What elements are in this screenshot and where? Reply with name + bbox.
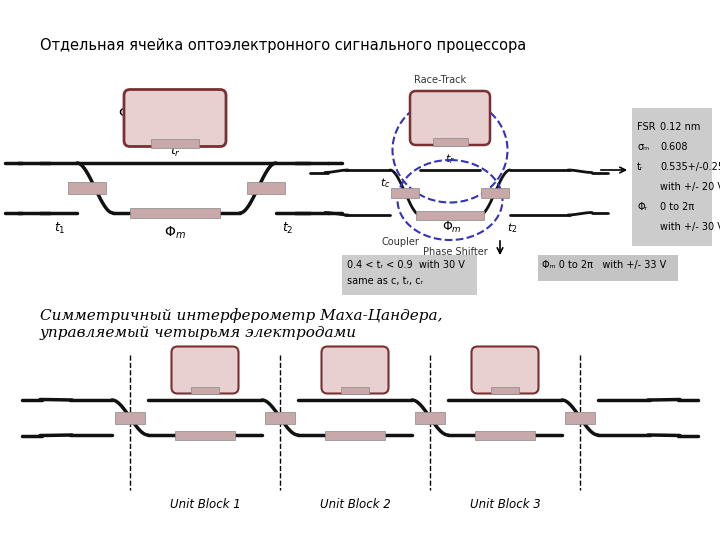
FancyBboxPatch shape: [171, 347, 238, 394]
Text: $t_2$: $t_2$: [282, 221, 294, 236]
Text: $t_c$: $t_c$: [380, 176, 391, 190]
Text: 0.608: 0.608: [660, 142, 688, 152]
Bar: [325, 430, 385, 440]
Text: $t_r$: $t_r$: [169, 144, 181, 159]
Text: Отдельная ячейка оптоэлектронного сигнального процессора: Отдельная ячейка оптоэлектронного сигнал…: [40, 38, 526, 53]
Text: Race-Track: Race-Track: [414, 75, 466, 85]
Bar: [491, 387, 519, 394]
Text: $\Phi_m$: $\Phi_m$: [164, 225, 186, 241]
Text: same as c, tᵣ, cᵣ: same as c, tᵣ, cᵣ: [347, 276, 423, 286]
Text: tᵣ: tᵣ: [637, 162, 644, 172]
Text: Unit Block 3: Unit Block 3: [469, 498, 541, 511]
Text: $\Phi_r$: $\Phi_r$: [442, 106, 458, 122]
Text: FSR: FSR: [637, 122, 655, 132]
Bar: [247, 182, 285, 194]
Bar: [481, 187, 509, 198]
Bar: [342, 255, 477, 295]
Bar: [265, 411, 295, 423]
Text: управляемый четырьмя электродами: управляемый четырьмя электродами: [40, 326, 357, 340]
Bar: [416, 211, 484, 219]
FancyBboxPatch shape: [472, 347, 539, 394]
Text: σₘ: σₘ: [637, 142, 649, 152]
FancyBboxPatch shape: [124, 90, 226, 146]
Bar: [415, 411, 445, 423]
Bar: [130, 208, 220, 218]
Bar: [341, 387, 369, 394]
Text: Phase Shifter: Phase Shifter: [423, 247, 487, 257]
Text: 0.4 < tᵣ < 0.9  with 30 V: 0.4 < tᵣ < 0.9 with 30 V: [347, 260, 465, 270]
FancyBboxPatch shape: [410, 91, 490, 145]
Bar: [151, 139, 199, 148]
Text: $t_2$: $t_2$: [507, 221, 518, 235]
Text: $\Phi_m$: $\Phi_m$: [442, 220, 462, 235]
Bar: [632, 108, 712, 246]
Text: with +/- 20 V: with +/- 20 V: [660, 182, 720, 192]
FancyBboxPatch shape: [322, 347, 389, 394]
Text: $t_1$: $t_1$: [54, 221, 66, 236]
Text: 0 to 2π: 0 to 2π: [660, 202, 694, 212]
Text: Φᵣ: Φᵣ: [637, 202, 647, 212]
Bar: [538, 255, 678, 281]
Bar: [391, 187, 419, 198]
Text: Φₘ 0 to 2π   with +/- 33 V: Φₘ 0 to 2π with +/- 33 V: [542, 260, 666, 270]
Text: Unit Block 2: Unit Block 2: [320, 498, 390, 511]
Bar: [565, 411, 595, 423]
Bar: [433, 138, 467, 146]
Text: Unit Block 1: Unit Block 1: [170, 498, 240, 511]
Bar: [191, 387, 219, 394]
Text: Coupler: Coupler: [381, 237, 419, 247]
Bar: [68, 182, 106, 194]
Text: with +/- 30 V: with +/- 30 V: [660, 222, 720, 232]
Text: $t_r$: $t_r$: [445, 152, 455, 166]
Text: 0.12 nm: 0.12 nm: [660, 122, 701, 132]
Text: Симметричный интерферометр Маха-Цандера,: Симметричный интерферометр Маха-Цандера,: [40, 308, 443, 323]
Bar: [175, 430, 235, 440]
Text: $\Phi_r$: $\Phi_r$: [118, 106, 136, 122]
Bar: [475, 430, 535, 440]
Bar: [115, 411, 145, 423]
Text: 0.535+/-0.25: 0.535+/-0.25: [660, 162, 720, 172]
